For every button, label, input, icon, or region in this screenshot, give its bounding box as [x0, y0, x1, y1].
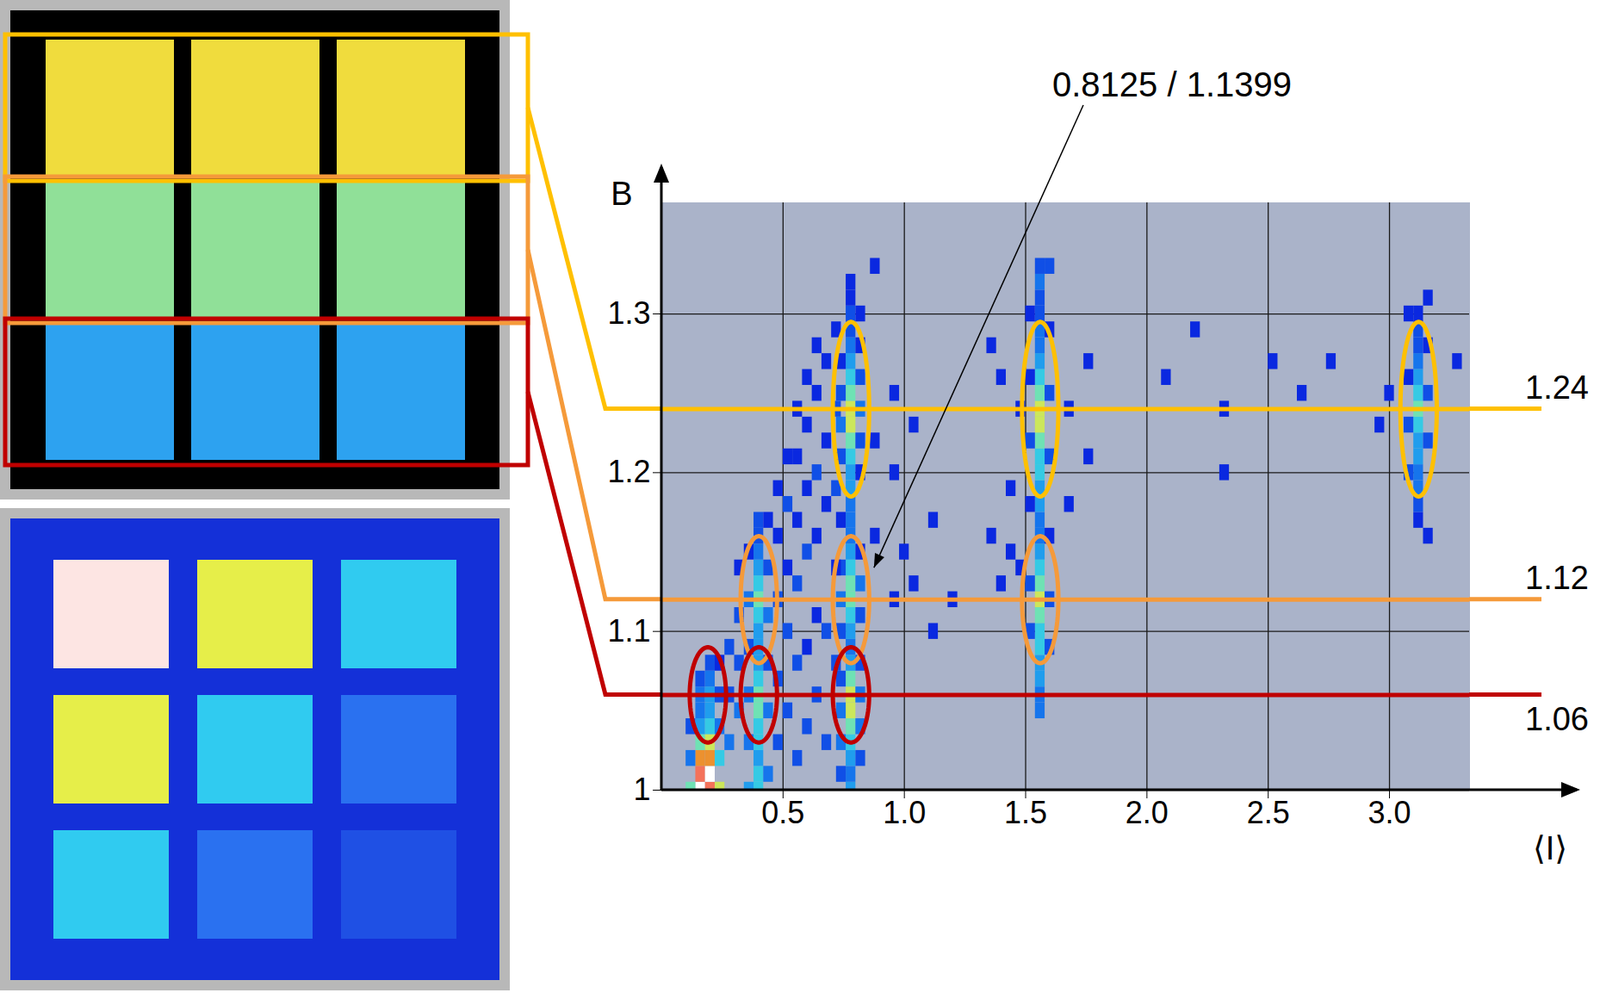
- svg-text:1.3: 1.3: [607, 295, 651, 331]
- svg-text:B: B: [610, 175, 633, 212]
- svg-text:0.8125 / 1.1399: 0.8125 / 1.1399: [1052, 65, 1292, 104]
- svg-text:1.5: 1.5: [1004, 794, 1048, 831]
- svg-text:3.0: 3.0: [1368, 794, 1412, 831]
- svg-text:1.1: 1.1: [607, 613, 651, 649]
- svg-text:1.24: 1.24: [1525, 369, 1589, 406]
- svg-text:2.0: 2.0: [1125, 794, 1169, 831]
- svg-text:1.12: 1.12: [1525, 559, 1589, 596]
- svg-text:1.0: 1.0: [882, 794, 926, 831]
- svg-text:1.06: 1.06: [1525, 700, 1589, 738]
- svg-text:1.2: 1.2: [607, 453, 651, 490]
- svg-text:2.5: 2.5: [1246, 794, 1290, 831]
- svg-text:1: 1: [632, 771, 651, 807]
- svg-text:⟨I⟩: ⟨I⟩: [1532, 830, 1568, 867]
- svg-text:0.5: 0.5: [761, 794, 805, 831]
